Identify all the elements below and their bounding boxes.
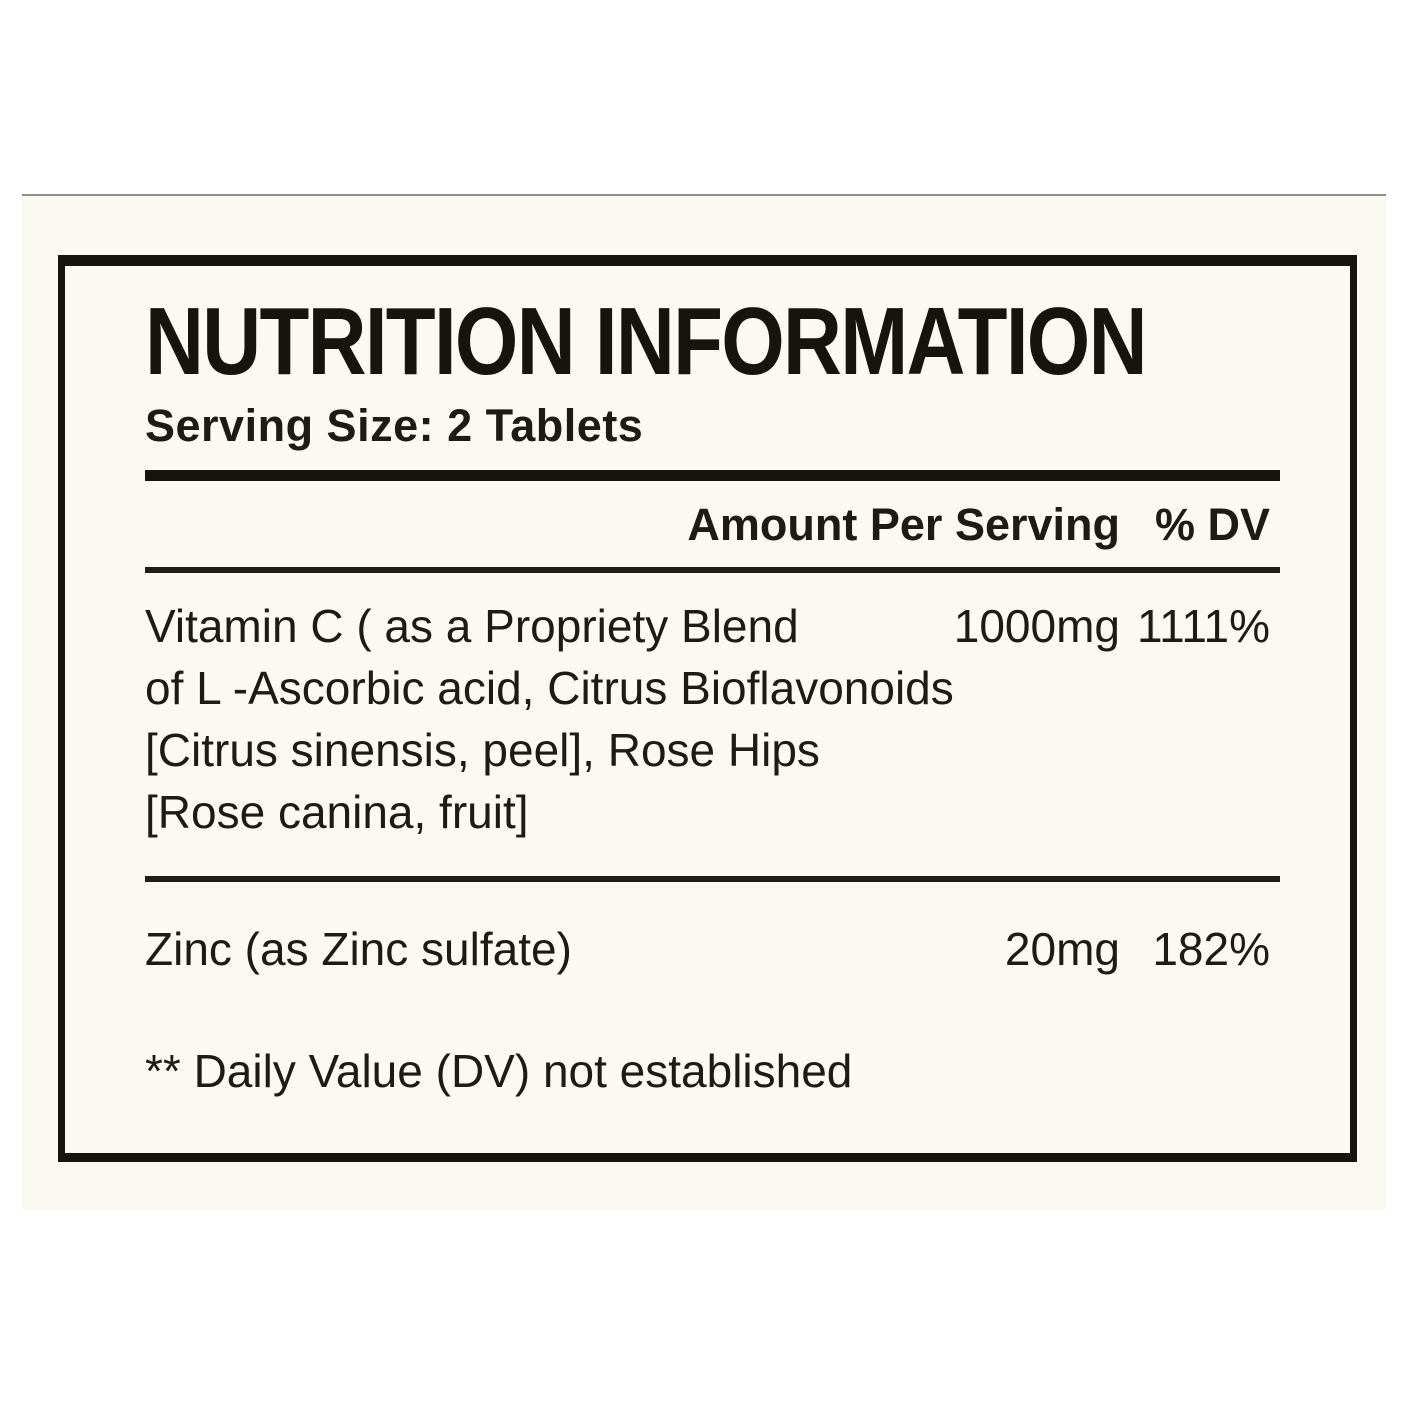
serving-size-text: Serving Size: 2 Tablets <box>145 400 644 451</box>
rule-below-serving-size <box>145 470 1280 481</box>
amount-per-serving-header: Amount Per Serving <box>687 499 1120 550</box>
vitamin-c-row-top: Vitamin C ( as a Propriety Blend 1000mg … <box>145 595 1280 657</box>
top-divider-line <box>22 194 1386 196</box>
nutrition-information-title: NUTRITION INFORMATION <box>145 288 1147 395</box>
zinc-row-top: Zinc (as Zinc sulfate) 20mg 182% <box>145 918 1280 980</box>
vitamin-c-dv-value: 1111% <box>1137 600 1270 652</box>
percent-dv-header: % DV <box>1154 499 1270 550</box>
table-row-zinc: Zinc (as Zinc sulfate) 20mg 182% <box>145 918 1280 980</box>
nutrition-facts-box: NUTRITION INFORMATION Serving Size: 2 Ta… <box>58 255 1357 1162</box>
rule-below-column-headers <box>145 567 1280 573</box>
table-row-vitamin-c: Vitamin C ( as a Propriety Blend 1000mg … <box>145 595 1280 843</box>
vitamin-c-name-line-3: [Citrus sinensis, peel], Rose Hips <box>145 724 820 776</box>
zinc-dv-value: 182% <box>1152 923 1270 975</box>
daily-value-footnote: ** Daily Value (DV) not established <box>145 1045 853 1097</box>
vitamin-c-amount-value: 1000mg <box>953 600 1120 652</box>
vitamin-c-name-line-4: [Rose canina, fruit] <box>145 786 529 838</box>
vitamin-c-name-line-1: Vitamin C ( as a Propriety Blend <box>145 600 799 652</box>
vitamin-c-name-line-2: of L -Ascorbic acid, Citrus Bioflavonoid… <box>145 662 954 714</box>
rule-between-rows <box>145 876 1280 882</box>
zinc-name-line: Zinc (as Zinc sulfate) <box>145 923 572 975</box>
column-header-row: Amount Per Serving % DV <box>145 499 1280 551</box>
zinc-amount-value: 20mg <box>1004 923 1120 975</box>
